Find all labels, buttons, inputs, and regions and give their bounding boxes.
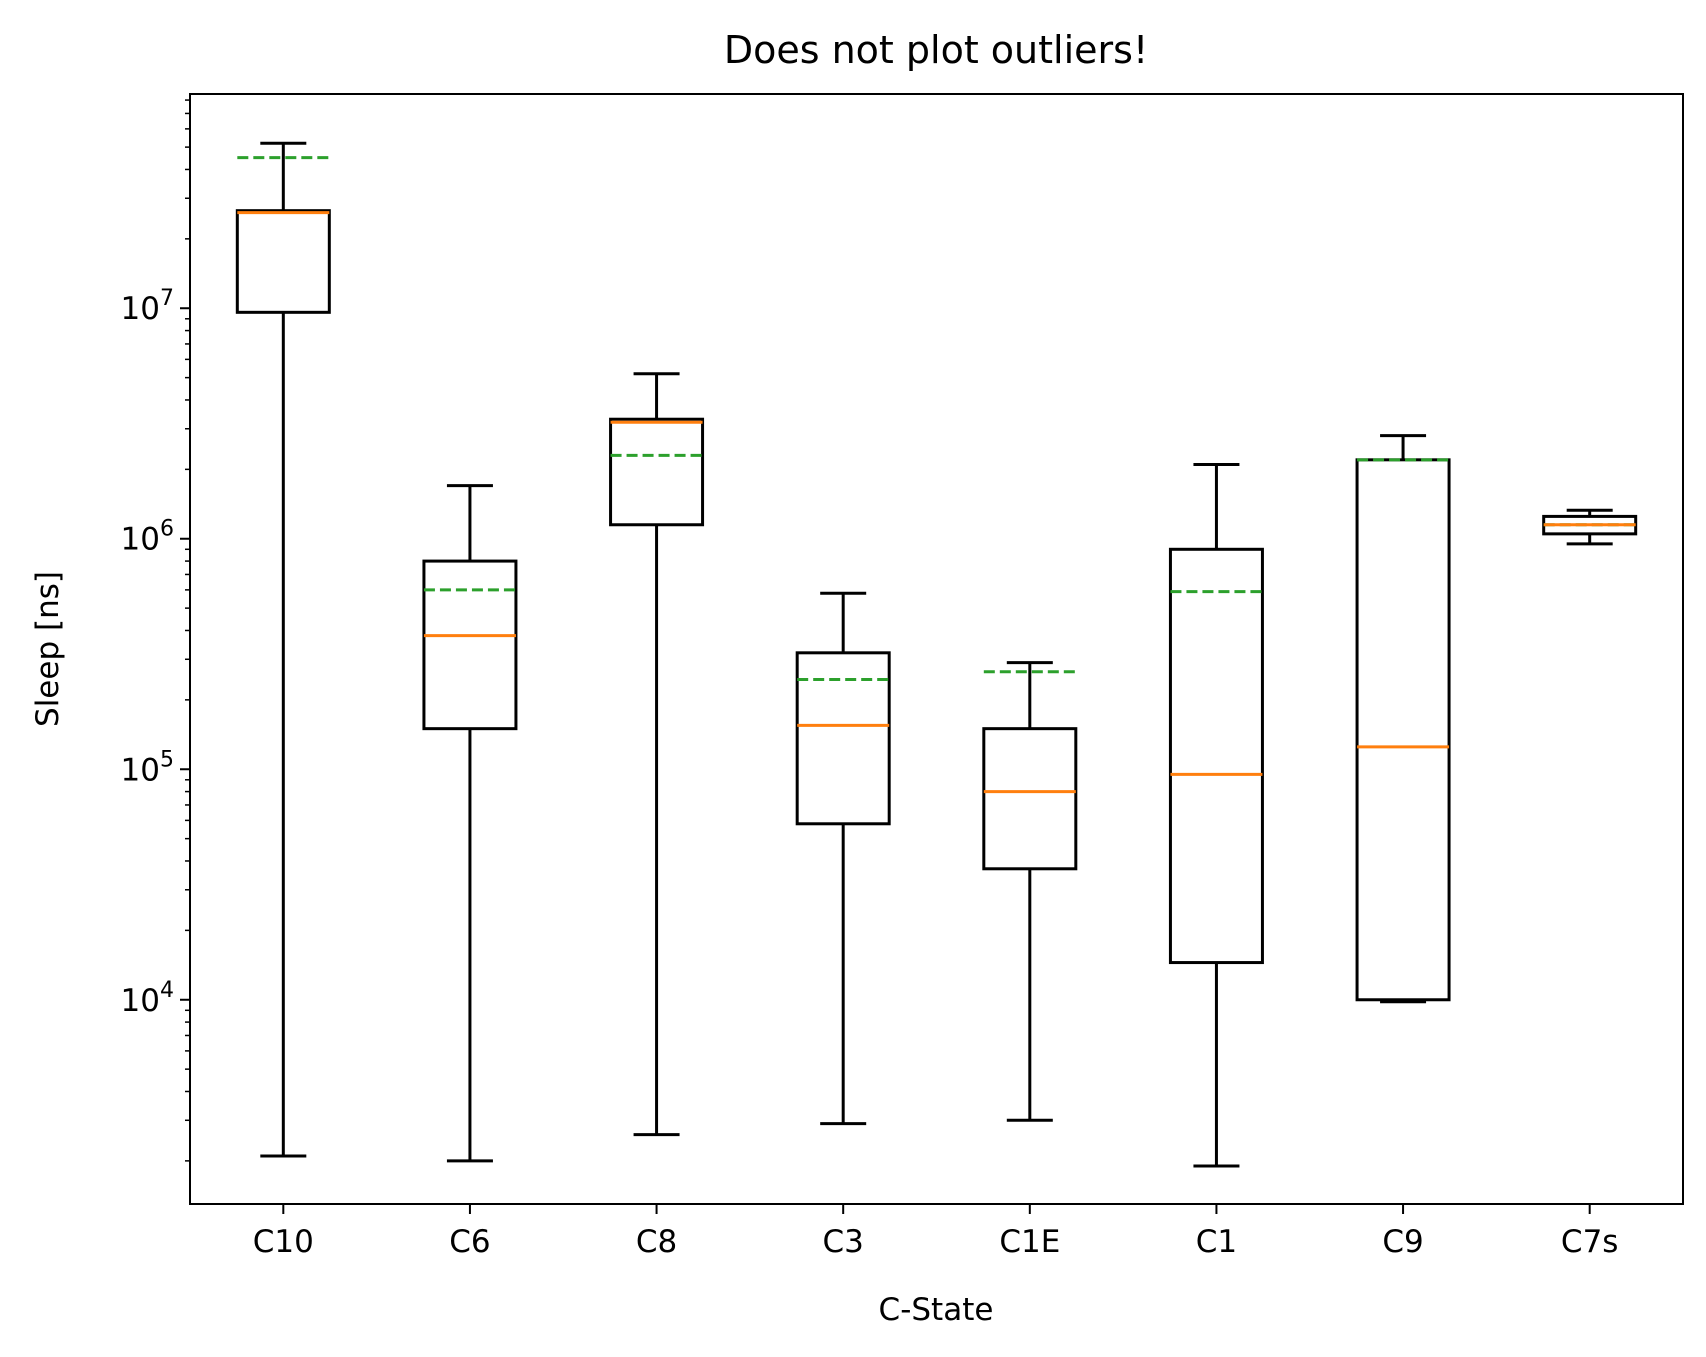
- x-tick-label: C10: [253, 1224, 314, 1260]
- box-C3: [795, 591, 891, 1126]
- box-C7s: [1542, 508, 1638, 546]
- box-iqr: [235, 209, 331, 314]
- plot-area: [189, 93, 1684, 1205]
- box-iqr: [609, 417, 705, 527]
- x-axis-label: C-State: [879, 1292, 994, 1328]
- box-C10: [235, 141, 331, 1158]
- x-tick-label: C8: [636, 1224, 677, 1260]
- y-axis-label: Sleep [ns]: [30, 571, 66, 727]
- x-tick-label: C1E: [999, 1224, 1060, 1260]
- box-C8: [609, 372, 705, 1137]
- chart-title: Does not plot outliers!: [724, 28, 1148, 72]
- plot-frame: [189, 93, 1684, 1205]
- y-tick-label: 104: [121, 978, 174, 1019]
- x-tick-label: C9: [1382, 1224, 1423, 1260]
- y-tick-label: 107: [121, 286, 174, 327]
- box-C6: [422, 484, 518, 1163]
- box-iqr: [982, 727, 1078, 871]
- box-iqr: [1168, 547, 1264, 965]
- box-C1: [1168, 462, 1264, 1168]
- x-tick-label: C6: [449, 1224, 490, 1260]
- box-iqr: [795, 651, 891, 826]
- boxes-layer: [235, 141, 1638, 1168]
- box-iqr: [422, 559, 518, 731]
- y-axis: 104 105 106 107: [121, 99, 190, 1162]
- y-tick-label: 106: [121, 517, 174, 558]
- box-iqr: [1355, 458, 1451, 1002]
- x-tick-label: C7s: [1561, 1224, 1619, 1260]
- box-C9: [1355, 434, 1451, 1004]
- y-tick-label: 105: [121, 747, 174, 788]
- box-C1E: [982, 661, 1078, 1122]
- x-axis: C10 C6 C8 C3 C1E C1 C9 C7s: [253, 1204, 1619, 1260]
- x-tick-label: C1: [1196, 1224, 1237, 1260]
- x-tick-label: C3: [823, 1224, 864, 1260]
